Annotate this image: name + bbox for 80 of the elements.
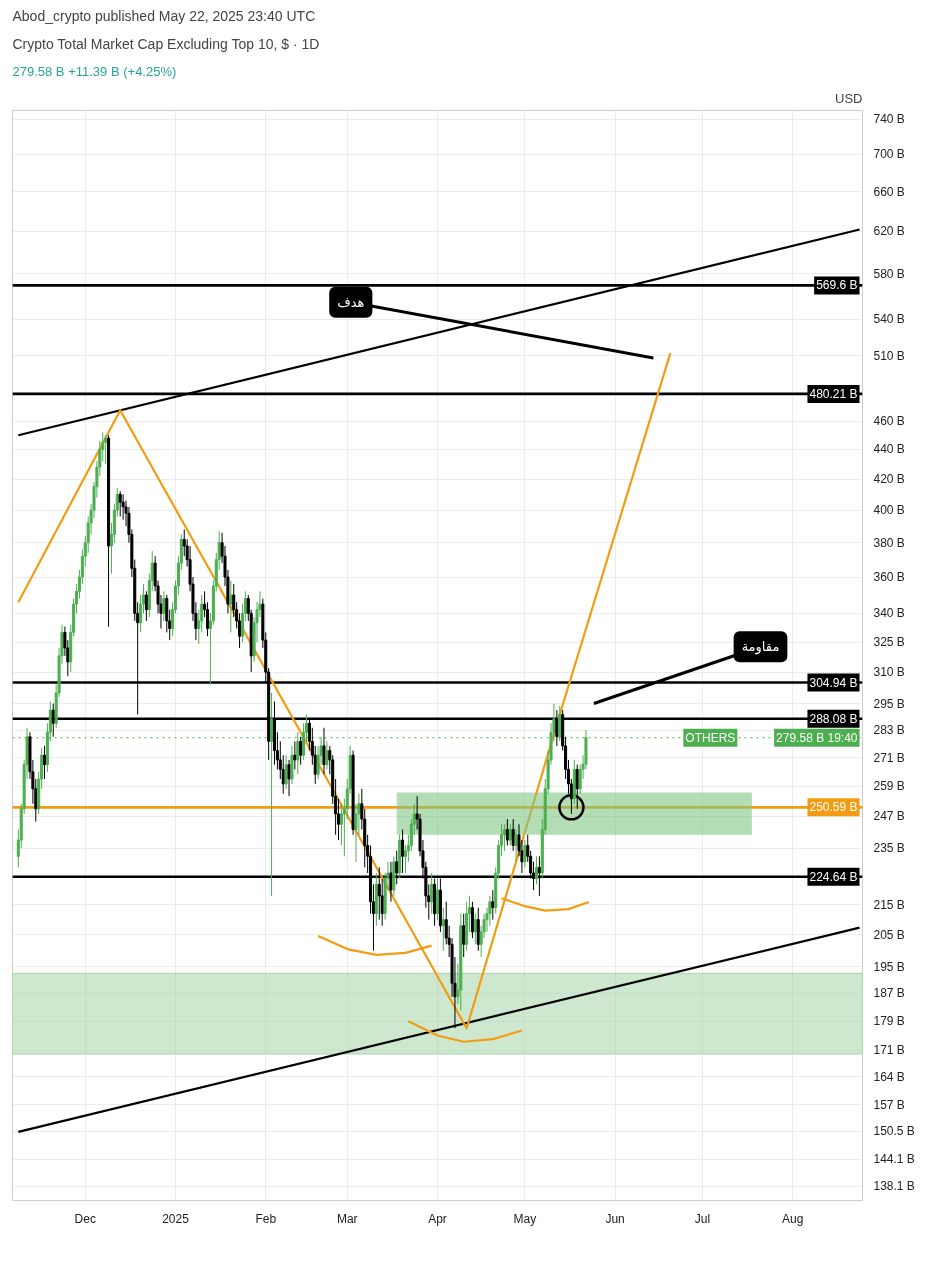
y-tick-label: 157 B [873, 1097, 905, 1112]
chart-title: Crypto Total Market Cap Excluding Top 10, $ · 1D [12, 35, 320, 52]
x-tick-label: Jun [605, 1211, 625, 1226]
candlestick [441, 907, 445, 952]
x-tick-label: May [513, 1211, 537, 1226]
y-tick-label: 164 B [873, 1069, 905, 1084]
line-series [500, 897, 590, 912]
y-tick-label: 295 B [873, 696, 905, 711]
candlestick [523, 839, 527, 868]
annotation: هدف [337, 294, 365, 310]
y-tick-label: 235 B [873, 841, 905, 856]
candlestick [293, 740, 297, 770]
candlestick [430, 872, 434, 915]
y-tick-label: 510 B [873, 348, 905, 363]
y-tick-label: 400 B [873, 503, 905, 518]
y-tick-label: 247 B [873, 809, 905, 824]
x-tick-label: Mar [336, 1211, 358, 1226]
y-tick-label: 215 B [873, 897, 905, 912]
y-tick-label: 205 B [873, 927, 905, 942]
candlestick [401, 829, 405, 874]
x-tick-label: 2025 [162, 1211, 190, 1226]
y-tick-label: 325 B [873, 635, 905, 650]
ref-line-label: 279.58 B 19:40 [776, 730, 858, 745]
ref-line-label: 569.6 B [816, 278, 858, 293]
y-tick-label: 700 B [873, 147, 905, 162]
line-series [407, 1020, 524, 1043]
y-tick-label: 195 B [873, 959, 905, 974]
y-tick-label: 138.1 B [873, 1179, 915, 1194]
y-tick-label: 179 B [873, 1014, 905, 1029]
y-tick-label: 620 B [873, 224, 905, 239]
line-series [317, 934, 433, 956]
candlestick [287, 759, 291, 797]
y-tick-label: 540 B [873, 312, 905, 327]
y-axis-title: USD [835, 90, 863, 106]
text: Abod_crypto published May 22, 2025 23:40 UTC [12, 7, 316, 24]
x-tick-label: Feb [255, 1211, 277, 1226]
ref-line-label: 288.08 B [809, 711, 858, 726]
y-tick-label: 171 B [873, 1043, 905, 1058]
y-tick-label: 460 B [873, 414, 905, 429]
y-tick-label: 150.5 B [873, 1124, 915, 1139]
candlestick [299, 736, 303, 766]
y-tick-label: 380 B [873, 535, 905, 550]
candlestick [508, 823, 512, 846]
y-tick-label: 740 B [873, 112, 905, 127]
y-tick-label: 420 B [873, 472, 905, 487]
x-tick-label: Aug [781, 1211, 804, 1226]
candlestick [491, 889, 495, 921]
candlestick [284, 754, 288, 790]
y-tick-label: 580 B [873, 266, 905, 281]
candlestick [502, 823, 506, 852]
candlestick [104, 434, 108, 465]
candlestick [118, 490, 122, 517]
candlestick [514, 829, 518, 863]
y-tick-label: 360 B [873, 570, 905, 585]
y-tick-label: 271 B [873, 750, 905, 765]
y-tick-label: 283 B [873, 723, 905, 738]
chart-subtitle: 279.58 B +11.39 B (+4.25%) [12, 63, 177, 79]
candlestick [473, 913, 477, 945]
x-tick-label: Dec [74, 1211, 96, 1226]
y-tick-label: 660 B [873, 184, 905, 199]
ref-line-label: 304.94 B [809, 675, 858, 690]
candlestick [144, 590, 148, 622]
y-tick-label: 440 B [873, 442, 905, 457]
ref-line-label: 224.64 B [809, 869, 858, 884]
candlestick [162, 590, 166, 622]
y-tick-label: 187 B [873, 986, 905, 1001]
y-tick-label: 310 B [873, 665, 905, 680]
y-tick-label: 144.1 B [873, 1152, 915, 1167]
candlestick [462, 913, 466, 958]
candlestick [43, 745, 47, 780]
ref-line-label: 480.21 B [809, 386, 858, 401]
x-tick-label: Apr [428, 1211, 447, 1226]
ref-line-label: 250.59 B [809, 800, 858, 815]
y-tick-label: 340 B [873, 606, 905, 621]
x-tick-label: Jul [694, 1211, 711, 1226]
candlestick [290, 745, 294, 785]
y-tick-label: 259 B [873, 779, 905, 794]
annotation: مقاومة [741, 639, 780, 656]
annotation: OTHERS [685, 730, 736, 745]
candlestick [325, 740, 329, 770]
